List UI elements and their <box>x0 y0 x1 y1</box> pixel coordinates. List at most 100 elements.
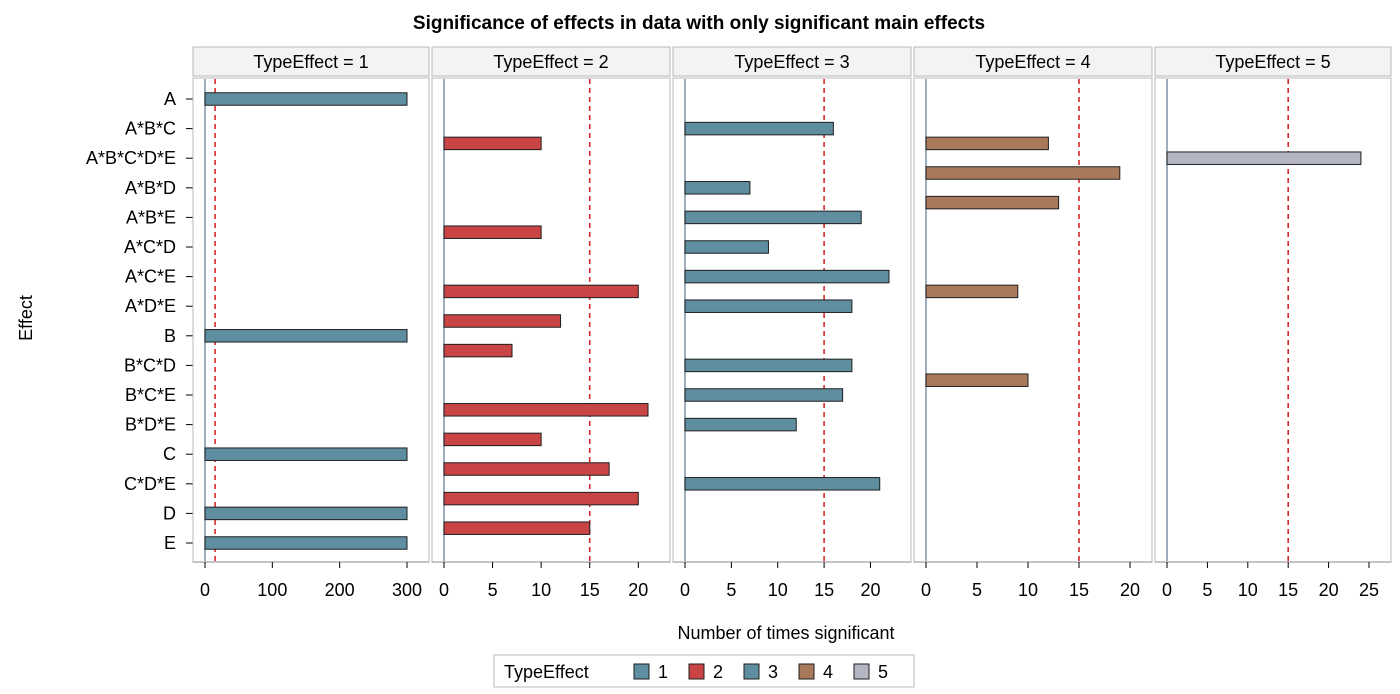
y-tick-label-b-c-e: B*C*E <box>125 385 176 405</box>
legend-label-3: 3 <box>768 662 778 682</box>
y-tick-label-a-c-e: A*C*E <box>125 267 176 287</box>
legend-swatch-1 <box>633 663 650 680</box>
panel-strip-label-4: TypeEffect = 4 <box>975 52 1090 72</box>
x-tick-label-5-25: 25 <box>1359 580 1379 600</box>
bar-2-d <box>443 521 591 535</box>
bar-4-a-b-d <box>925 166 1121 180</box>
y-tick-label-a: A <box>164 89 176 109</box>
x-tick-label-2-20: 20 <box>628 580 648 600</box>
x-tick-label-1-0: 0 <box>200 580 210 600</box>
x-tick-label-1-200: 200 <box>325 580 355 600</box>
x-axis-3: 0 5 10 15 20 <box>673 561 911 600</box>
y-tick-label-b: B <box>164 326 176 346</box>
legend-label-5: 5 <box>878 662 888 682</box>
bar-1-c <box>204 447 408 461</box>
panel-strip-4 <box>913 46 1153 77</box>
y-tick-label-c-d-e: C*D*E <box>124 474 176 494</box>
bar-3-a-c-d <box>684 240 769 254</box>
legend-swatch-3 <box>743 663 760 680</box>
legend-label-1: 1 <box>658 662 668 682</box>
bar-3-b-d-e <box>684 417 797 432</box>
legend-swatch-2 <box>688 663 705 680</box>
y-tick-label-c: C <box>163 444 176 464</box>
x-tick-label-2-5: 5 <box>488 580 498 600</box>
legend-title: TypeEffect <box>504 662 589 682</box>
panel-strip-label-3: TypeEffect = 3 <box>734 52 849 72</box>
bar-2-a-c-e <box>443 284 639 299</box>
bar-2-a-b-e <box>443 225 542 239</box>
x-tick-label-3-5: 5 <box>726 580 736 600</box>
x-tick-label-2-15: 15 <box>580 580 600 600</box>
bar-2-a-d-e <box>443 314 562 328</box>
panel-strip-1 <box>192 46 430 77</box>
x-tick-label-5-20: 20 <box>1319 580 1339 600</box>
bar-2-b <box>443 343 513 358</box>
x-tick-label-3-10: 10 <box>768 580 788 600</box>
bar-5-a-b-c-d-e <box>1166 151 1362 165</box>
legend-swatch-4 <box>798 663 815 680</box>
legend-label-2: 2 <box>713 662 723 682</box>
chart-title: Significance of effects in data with onl… <box>413 13 985 34</box>
panel-5: TypeEffect = 5 0 5 10 15 20 25 <box>1154 46 1392 600</box>
y-tick-label-a-d-e: A*D*E <box>125 296 176 316</box>
x-tick-label-3-0: 0 <box>680 580 690 600</box>
x-axis-5: 0 5 10 15 20 25 <box>1155 561 1391 600</box>
x-tick-label-5-0: 0 <box>1162 580 1172 600</box>
panel-strip-5 <box>1154 46 1392 77</box>
y-tick-label-a-b-c-d-e: A*B*C*D*E <box>86 148 176 168</box>
panel-strip-label-1: TypeEffect = 1 <box>253 52 368 72</box>
legend: TypeEffect 1 2 3 4 5 <box>493 654 915 688</box>
y-tick-label-e: E <box>164 533 176 553</box>
bar-1-a <box>204 92 408 106</box>
bar-2-c-d-e <box>443 491 639 506</box>
panel-1: TypeEffect = 1 0 100 200 300 <box>192 46 430 600</box>
bar-1-b <box>204 329 408 343</box>
y-tick-label-a-b-d: A*B*D <box>125 178 176 198</box>
x-axis-4: 0 5 10 15 20 <box>914 561 1152 600</box>
y-tick-label-a-b-c: A*B*C <box>125 119 176 139</box>
bar-2-b-d-e <box>443 432 542 447</box>
bar-1-e <box>204 536 408 550</box>
bar-2-a-b-c <box>443 136 542 151</box>
panel-frame-4 <box>913 77 1153 563</box>
bar-4-b-c-e <box>925 373 1029 387</box>
x-tick-label-4-0: 0 <box>921 580 931 600</box>
x-tick-label-4-20: 20 <box>1120 580 1140 600</box>
y-tick-label-a-b-e: A*B*E <box>126 207 176 227</box>
panel-strip-label-5: TypeEffect = 5 <box>1215 52 1330 72</box>
x-tick-label-2-10: 10 <box>531 580 551 600</box>
panel-3: TypeEffect = 3 0 5 10 15 20 <box>672 46 912 600</box>
bar-3-a-c-e <box>684 269 890 284</box>
x-tick-label-4-10: 10 <box>1018 580 1038 600</box>
bar-3-a-b-e <box>684 210 862 225</box>
x-axis-1: 0 100 200 300 <box>193 561 429 600</box>
bar-3-a-d-e <box>684 299 853 313</box>
panels: A A*B*C A*B*C*D*E A*B*D A*B*E A*C*D A*C*E A*D*E… <box>86 46 1392 600</box>
bar-2-c <box>443 462 610 476</box>
x-tick-label-4-5: 5 <box>972 580 982 600</box>
panel-strip-2 <box>431 46 671 77</box>
x-axis-label: Number of times significant <box>677 623 894 643</box>
x-tick-label-4-15: 15 <box>1069 580 1089 600</box>
panel-4: TypeEffect = 4 0 5 10 15 20 <box>913 46 1153 600</box>
bar-3-a-b-d <box>684 181 751 195</box>
panel-frame-5 <box>1154 77 1392 563</box>
x-tick-label-5-5: 5 <box>1202 580 1212 600</box>
bar-3-b-c-d <box>684 358 853 373</box>
legend-label-4: 4 <box>823 662 833 682</box>
y-axis: A A*B*C A*B*C*D*E A*B*D A*B*E A*C*D A*C*E A*D*E… <box>86 78 194 562</box>
legend-swatch-5 <box>853 663 870 680</box>
x-tick-label-3-15: 15 <box>814 580 834 600</box>
panel-2: TypeEffect = 2 0 5 10 15 20 <box>431 46 671 600</box>
x-tick-label-2-0: 0 <box>439 580 449 600</box>
bar-4-a-d-e <box>925 284 1019 299</box>
y-tick-label-a-c-d: A*C*D <box>124 237 176 257</box>
x-axis-2: 0 5 10 15 20 <box>432 561 670 600</box>
x-tick-label-5-15: 15 <box>1278 580 1298 600</box>
bar-3-a-b-c <box>684 121 834 136</box>
y-tick-label-d: D <box>163 503 176 523</box>
y-axis-label: Effect <box>16 295 36 341</box>
bar-4-a-b-e <box>925 195 1060 210</box>
panel-strip-3 <box>672 46 912 77</box>
